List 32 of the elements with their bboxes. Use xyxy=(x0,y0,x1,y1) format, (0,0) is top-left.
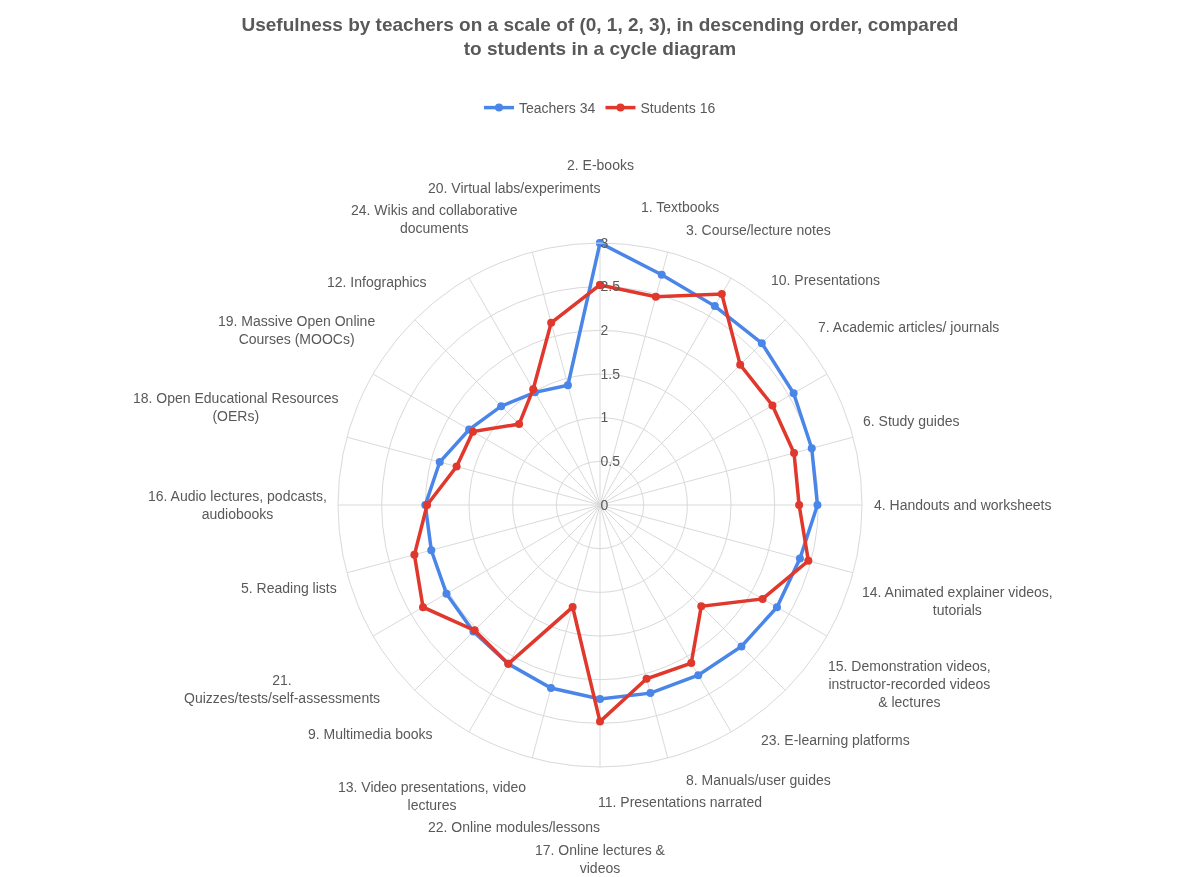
y-tick-label: 0.5 xyxy=(600,452,621,469)
spoke-label: 22. Online modules/lessons xyxy=(428,819,600,835)
legend-label: Students 16 xyxy=(640,100,716,117)
y-tick-label: 2 xyxy=(600,321,609,338)
spoke-label: 17. Online lectures & videos xyxy=(535,842,666,877)
spoke-label: 11. Presentations narrated xyxy=(598,794,762,810)
spoke-label: 1. Textbooks xyxy=(641,199,720,215)
spoke-label: 13. Video presentations, video lectures xyxy=(338,779,527,814)
spoke-label: 23. E-learning platforms xyxy=(761,732,910,748)
legend-label: Teachers 34 xyxy=(519,100,596,117)
spoke-label: 7. Academic articles/ journals xyxy=(818,319,1000,335)
y-tick-label: 1 xyxy=(600,409,609,426)
spoke-label: 15. Demonstration videos, instructor-recorded videos & lectures xyxy=(828,658,991,711)
spoke-label: 6. Study guides xyxy=(863,413,960,429)
spoke-label: 24. Wikis and collaborative documents xyxy=(351,202,518,237)
spoke-label: 5. Reading lists xyxy=(241,580,337,596)
spoke-label: 21. Quizzes/tests/self-assessments xyxy=(184,672,381,707)
spoke-label: 18. Open Educational Resources (OERs) xyxy=(133,390,339,425)
spoke-label: 19. Massive Open Online Courses (MOOCs) xyxy=(218,313,376,348)
chart-title: Usefulness by teachers on a scale of (0, 1, 2, 3), in descending order, compared to students in a cycle diagram xyxy=(241,13,959,60)
spoke-label: 3. Course/lecture notes xyxy=(686,222,831,238)
y-tick-label: 0 xyxy=(600,496,609,513)
spoke-label: 2. E-books xyxy=(567,157,634,173)
spoke-label: 8. Manuals/user guides xyxy=(686,772,831,788)
y-tick-label: 1.5 xyxy=(600,365,621,382)
spoke-label: 14. Animated explainer videos, tutorials xyxy=(862,584,1053,619)
spoke-label: 4. Handouts and worksheets xyxy=(874,497,1052,513)
spoke-label: 16. Audio lectures, podcasts, audiobooks xyxy=(148,488,327,523)
spoke-label: 12. Infographics xyxy=(327,274,427,290)
spoke-label: 9. Multimedia books xyxy=(308,726,433,742)
spoke-label: 20. Virtual labs/experiments xyxy=(428,180,601,196)
spoke-label: 10. Presentations xyxy=(771,272,880,288)
